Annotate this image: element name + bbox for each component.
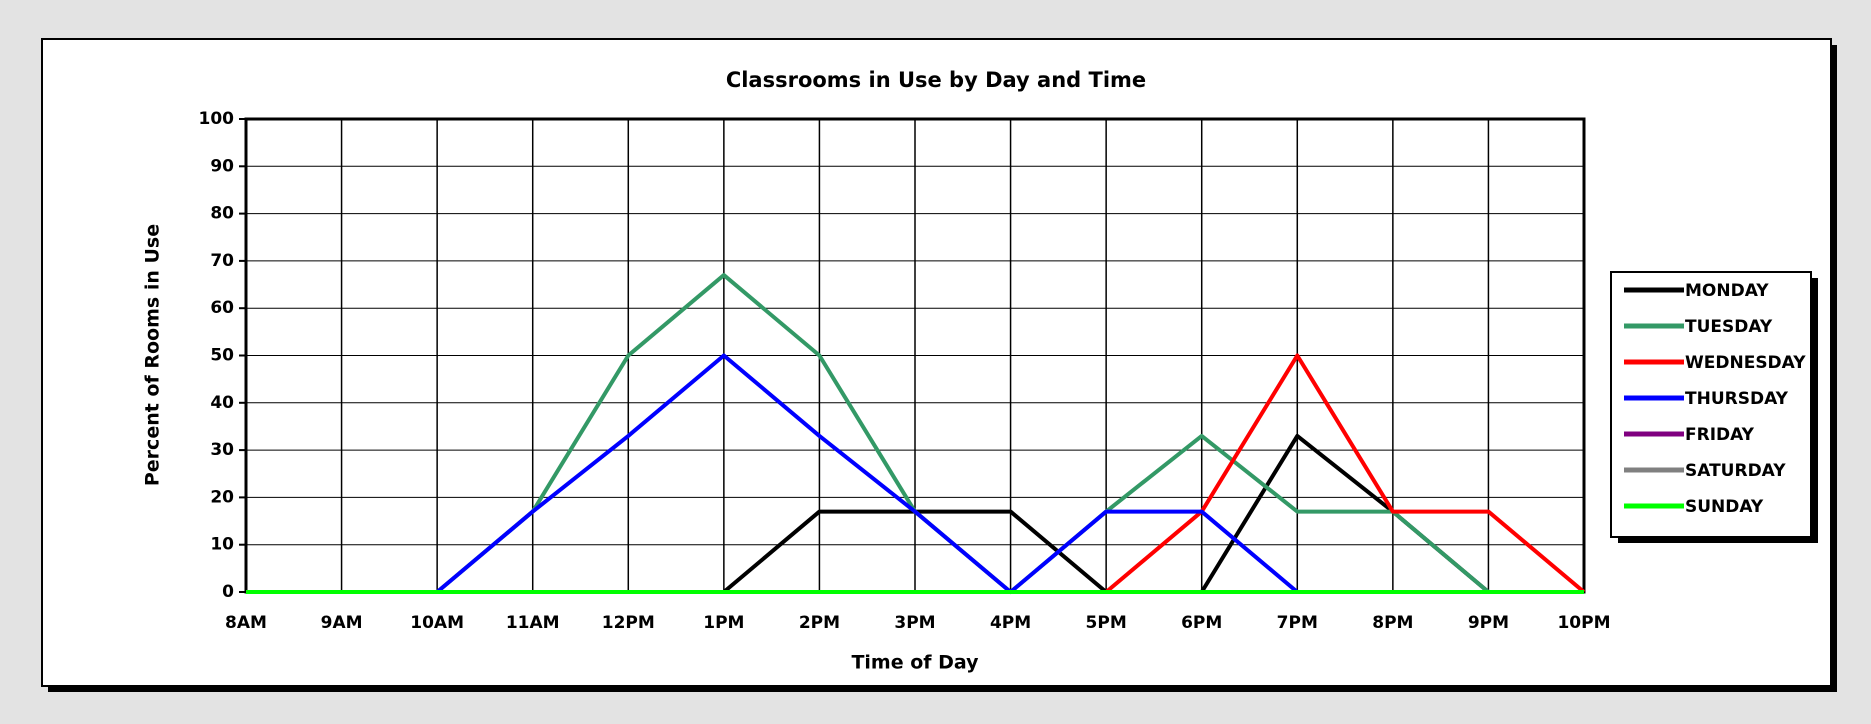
x-tick-label: 3PM <box>894 613 935 633</box>
y-tick-label: 20 <box>210 487 234 507</box>
x-tick-label: 7PM <box>1277 613 1318 633</box>
y-tick-label: 100 <box>199 109 235 129</box>
chart-title: Classrooms in Use by Day and Time <box>726 68 1146 92</box>
y-tick-label: 60 <box>210 298 234 318</box>
legend-label: TUESDAY <box>1685 317 1773 337</box>
x-tick-label: 9PM <box>1468 613 1509 633</box>
x-tick-label: 1PM <box>703 613 744 633</box>
x-tick-label: 5PM <box>1086 613 1127 633</box>
y-tick-label: 70 <box>210 251 234 271</box>
x-tick-label: 2PM <box>799 613 840 633</box>
y-tick-label: 40 <box>210 393 234 413</box>
x-tick-label: 9AM <box>321 613 363 633</box>
legend-label: MONDAY <box>1685 281 1769 301</box>
y-tick-label: 90 <box>210 156 234 176</box>
legend-label: WEDNESDAY <box>1685 353 1806 373</box>
y-tick-label: 10 <box>210 535 234 555</box>
y-tick-label: 30 <box>210 440 234 460</box>
x-axis-title: Time of Day <box>851 652 979 674</box>
y-axis-title: Percent of Rooms in Use <box>142 224 164 486</box>
legend-label: SATURDAY <box>1685 461 1786 481</box>
x-tick-label: 8AM <box>225 613 267 633</box>
x-tick-label: 6PM <box>1181 613 1222 633</box>
chart-frame <box>41 38 1832 687</box>
x-tick-label: 8PM <box>1372 613 1413 633</box>
y-tick-label: 50 <box>210 346 234 366</box>
x-tick-label: 4PM <box>990 613 1031 633</box>
x-tick-label: 10PM <box>1557 613 1610 633</box>
legend-label: SUNDAY <box>1685 497 1764 517</box>
legend-label: FRIDAY <box>1685 425 1755 445</box>
legend <box>1610 271 1812 538</box>
y-tick-label: 0 <box>222 582 234 602</box>
x-tick-label: 12PM <box>602 613 655 633</box>
legend-label: THURSDAY <box>1685 389 1789 409</box>
y-tick-label: 80 <box>210 204 234 224</box>
x-tick-label: 10AM <box>410 613 464 633</box>
x-tick-label: 11AM <box>506 613 560 633</box>
